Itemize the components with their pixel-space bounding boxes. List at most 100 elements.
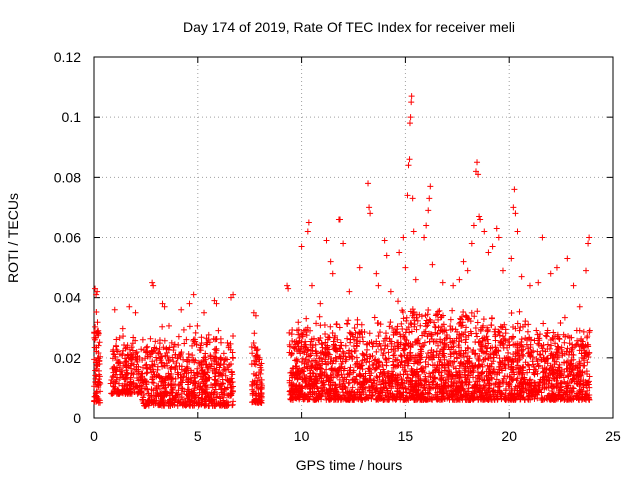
data-point bbox=[159, 382, 166, 389]
data-point bbox=[288, 352, 295, 359]
data-point bbox=[356, 264, 363, 271]
data-point bbox=[304, 324, 311, 331]
data-point bbox=[394, 387, 401, 394]
data-point bbox=[317, 365, 324, 372]
data-point bbox=[148, 369, 155, 376]
data-point bbox=[400, 371, 407, 378]
data-point bbox=[464, 316, 471, 323]
data-point bbox=[203, 378, 210, 385]
data-point bbox=[96, 339, 103, 346]
data-point bbox=[368, 383, 375, 390]
data-point bbox=[135, 363, 142, 370]
data-point bbox=[374, 320, 381, 327]
data-point bbox=[421, 384, 428, 391]
data-point bbox=[421, 234, 428, 241]
data-point bbox=[426, 195, 433, 202]
data-point bbox=[199, 376, 206, 383]
data-point bbox=[206, 375, 213, 382]
data-point bbox=[305, 353, 312, 360]
data-point bbox=[169, 375, 176, 382]
data-point bbox=[554, 354, 561, 361]
data-point bbox=[110, 346, 117, 353]
data-point bbox=[398, 358, 405, 365]
data-point bbox=[446, 369, 453, 376]
data-point bbox=[537, 351, 544, 358]
data-point bbox=[453, 335, 460, 342]
data-point bbox=[512, 210, 519, 217]
data-point bbox=[453, 354, 460, 361]
data-point bbox=[365, 180, 372, 187]
data-point bbox=[569, 366, 576, 373]
data-point bbox=[148, 386, 155, 393]
data-point bbox=[354, 389, 361, 396]
data-point bbox=[543, 370, 550, 377]
data-point bbox=[450, 282, 457, 289]
data-point bbox=[360, 338, 367, 345]
data-point bbox=[574, 337, 581, 344]
data-point bbox=[376, 373, 383, 380]
data-point bbox=[474, 382, 481, 389]
data-point bbox=[251, 330, 258, 337]
data-point bbox=[520, 394, 527, 401]
data-point bbox=[323, 237, 330, 244]
data-point bbox=[309, 369, 316, 376]
data-point bbox=[255, 374, 262, 381]
data-point bbox=[219, 397, 226, 404]
data-point bbox=[421, 369, 428, 376]
data-point bbox=[512, 341, 519, 348]
data-point bbox=[479, 369, 486, 376]
data-point bbox=[91, 356, 98, 363]
data-point bbox=[354, 334, 361, 341]
data-point bbox=[585, 354, 592, 361]
data-point bbox=[549, 351, 556, 358]
data-point bbox=[138, 346, 145, 353]
data-point bbox=[339, 348, 346, 355]
data-point bbox=[213, 300, 220, 307]
data-point bbox=[528, 349, 535, 356]
data-point bbox=[112, 371, 119, 378]
data-point bbox=[553, 382, 560, 389]
data-point bbox=[535, 341, 542, 348]
data-point bbox=[114, 357, 121, 364]
data-point bbox=[402, 385, 409, 392]
data-point bbox=[379, 389, 386, 396]
data-point bbox=[332, 332, 339, 339]
data-point bbox=[557, 386, 564, 393]
data-point bbox=[564, 372, 571, 379]
data-point bbox=[568, 334, 575, 341]
data-point bbox=[530, 369, 537, 376]
data-point bbox=[471, 350, 478, 357]
data-point bbox=[366, 204, 373, 211]
data-point bbox=[95, 329, 102, 336]
data-point bbox=[125, 362, 132, 369]
data-point bbox=[521, 396, 528, 403]
data-point bbox=[165, 356, 172, 363]
data-point bbox=[490, 387, 497, 394]
data-point bbox=[119, 325, 126, 332]
data-point bbox=[387, 288, 394, 295]
data-point bbox=[178, 363, 185, 370]
data-point bbox=[345, 317, 352, 324]
data-point bbox=[388, 346, 395, 353]
data-point bbox=[465, 385, 472, 392]
data-point bbox=[305, 219, 312, 226]
data-point bbox=[426, 385, 433, 392]
data-point bbox=[340, 240, 347, 247]
data-point bbox=[495, 328, 502, 335]
data-point bbox=[184, 386, 191, 393]
data-point bbox=[447, 346, 454, 353]
data-point bbox=[184, 363, 191, 370]
data-point bbox=[129, 340, 136, 347]
data-point bbox=[456, 368, 463, 375]
data-point bbox=[306, 396, 313, 403]
data-point bbox=[143, 361, 150, 368]
data-point bbox=[457, 316, 464, 323]
data-point bbox=[324, 373, 331, 380]
data-point bbox=[254, 346, 261, 353]
data-point bbox=[156, 337, 163, 344]
data-point bbox=[362, 370, 369, 377]
data-point bbox=[438, 313, 445, 320]
data-point bbox=[226, 378, 233, 385]
data-point bbox=[127, 351, 134, 358]
data-point bbox=[318, 375, 325, 382]
